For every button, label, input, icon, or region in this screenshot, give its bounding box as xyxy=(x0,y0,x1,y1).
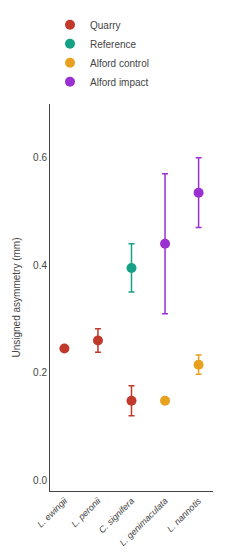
svg-text:0.2: 0.2 xyxy=(33,367,47,378)
svg-text:L. genimaculata: L. genimaculata xyxy=(118,496,170,548)
svg-text:L. nannotis: L. nannotis xyxy=(165,495,204,534)
svg-text:L. ewingii: L. ewingii xyxy=(35,495,69,529)
svg-text:Reference: Reference xyxy=(90,39,137,50)
svg-text:Alford control: Alford control xyxy=(90,58,149,69)
svg-text:L. peronii: L. peronii xyxy=(69,495,103,529)
svg-text:Quarry: Quarry xyxy=(90,20,121,31)
svg-text:0.0: 0.0 xyxy=(33,475,47,486)
svg-text:Alford impact: Alford impact xyxy=(90,77,149,88)
svg-text:Unsigned asymmetry (mm): Unsigned asymmetry (mm) xyxy=(11,237,22,357)
svg-text:0.6: 0.6 xyxy=(33,152,47,163)
svg-text:C. signifera: C. signifera xyxy=(97,496,136,535)
svg-text:0.4: 0.4 xyxy=(33,260,47,271)
